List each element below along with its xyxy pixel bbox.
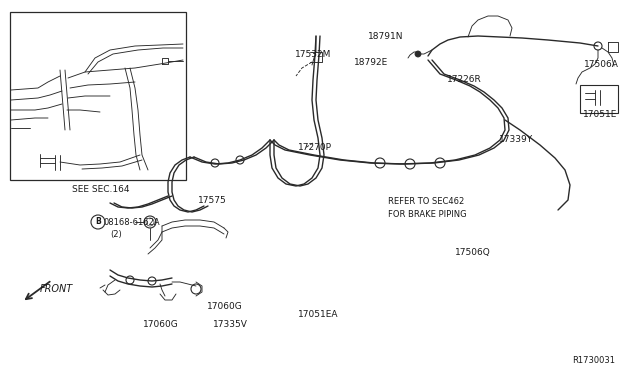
Text: B: B — [95, 218, 101, 227]
Text: FOR BRAKE PIPING: FOR BRAKE PIPING — [388, 210, 467, 219]
Circle shape — [415, 51, 421, 57]
Text: 17339Y: 17339Y — [499, 135, 533, 144]
Text: 17051E: 17051E — [583, 110, 618, 119]
Text: SEE SEC.164: SEE SEC.164 — [72, 185, 129, 194]
Text: REFER TO SEC462: REFER TO SEC462 — [388, 197, 464, 206]
Text: 17051EA: 17051EA — [298, 310, 339, 319]
Text: 08168-6162A: 08168-6162A — [104, 218, 161, 227]
Text: 17506A: 17506A — [584, 60, 619, 69]
Text: R1730031: R1730031 — [572, 356, 615, 365]
Text: 17532M: 17532M — [295, 50, 332, 59]
Text: 17226R: 17226R — [447, 75, 482, 84]
Text: 17060G: 17060G — [143, 320, 179, 329]
Text: (2): (2) — [110, 230, 122, 239]
Text: 18791N: 18791N — [368, 32, 403, 41]
Bar — [10, 12, 186, 180]
Bar — [580, 85, 618, 113]
Text: FRONT: FRONT — [40, 284, 73, 294]
Text: 18792E: 18792E — [354, 58, 388, 67]
Text: 17335V: 17335V — [213, 320, 248, 329]
Text: 17060G: 17060G — [207, 302, 243, 311]
Text: 17270P: 17270P — [298, 143, 332, 152]
Text: 17506Q: 17506Q — [455, 248, 491, 257]
Text: 17575: 17575 — [198, 196, 227, 205]
